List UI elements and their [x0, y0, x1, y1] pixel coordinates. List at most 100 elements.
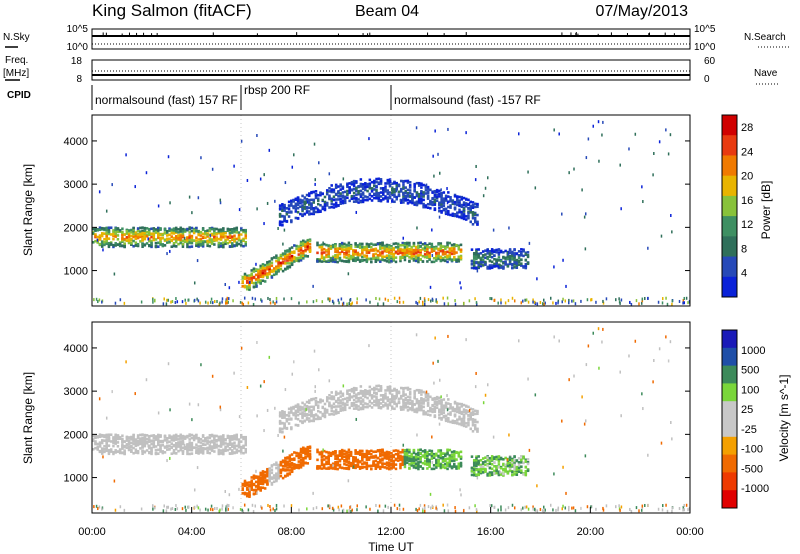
power-cell	[323, 208, 327, 212]
power-cell	[402, 236, 405, 240]
power-cell	[166, 252, 168, 256]
nsky-label: N.Sky	[3, 32, 30, 43]
power-cell	[406, 191, 410, 195]
power-cell	[365, 247, 369, 251]
power-cell	[163, 297, 165, 301]
velocity-cell	[327, 459, 330, 463]
velocity-cell	[103, 434, 106, 437]
velocity-cell	[112, 440, 115, 444]
velocity-cell	[174, 447, 178, 451]
power-cell	[506, 251, 509, 255]
power-cell	[334, 205, 338, 208]
power-cell	[279, 261, 283, 265]
power-cell	[259, 177, 262, 181]
power-cell	[321, 300, 324, 304]
velocity-cell	[303, 407, 307, 411]
power-cell	[426, 260, 429, 263]
power-cell	[460, 210, 464, 214]
power-cell	[395, 188, 398, 191]
power-cell	[107, 245, 111, 249]
power-cell	[370, 249, 373, 252]
velocity-cell	[358, 452, 362, 456]
power-cell	[136, 233, 140, 237]
power-cell	[299, 251, 303, 255]
power-cell	[272, 267, 276, 270]
power-cell	[341, 199, 345, 202]
power-cell	[375, 191, 378, 194]
power-cell	[459, 250, 463, 253]
velocity-cell	[278, 427, 282, 430]
power-cell	[470, 266, 474, 270]
power-cell	[322, 241, 324, 245]
power-cell	[506, 265, 510, 268]
velocity-cell	[370, 467, 373, 471]
power-cell	[206, 242, 209, 246]
power-cell	[359, 185, 363, 188]
power-cell	[348, 189, 351, 192]
velocity-cell	[114, 437, 117, 440]
velocity-cell	[161, 440, 165, 444]
power-cell	[177, 231, 180, 234]
power-cell	[370, 257, 373, 261]
velocity-cell	[412, 448, 416, 452]
power-cell	[460, 286, 462, 290]
power-cell	[316, 241, 319, 245]
power-cell	[312, 212, 316, 216]
velocity-cell	[257, 487, 260, 491]
power-cell	[323, 204, 327, 208]
power-cell	[525, 298, 528, 302]
power-cell	[325, 201, 329, 205]
velocity-cell	[310, 411, 313, 415]
velocity-cell	[314, 401, 318, 405]
power-cell	[398, 300, 401, 304]
power-cell	[134, 234, 138, 238]
velocity-cell	[340, 448, 344, 452]
power-cell	[456, 200, 459, 203]
velocity-cell	[168, 440, 171, 444]
power-cell	[508, 259, 512, 262]
velocity-cell	[228, 435, 232, 438]
power-cell	[290, 204, 293, 207]
power-cell	[345, 260, 348, 263]
power-cell	[152, 300, 154, 304]
power-cell	[469, 220, 472, 224]
power-cell	[157, 245, 160, 248]
velocity-cell	[268, 467, 271, 470]
power-cell	[358, 260, 362, 263]
velocity-cell	[233, 451, 236, 455]
velocity-cell	[372, 455, 375, 458]
power-cell	[532, 298, 534, 302]
power-cell	[350, 194, 354, 198]
power-cell	[666, 302, 669, 306]
velocity-cell	[231, 449, 234, 453]
power-cell	[336, 255, 339, 259]
velocity-cell	[172, 443, 176, 447]
power-cell	[366, 185, 369, 189]
power-cell	[354, 257, 357, 260]
power-cell	[274, 302, 276, 306]
power-cell	[293, 260, 296, 263]
power-cell	[391, 182, 394, 185]
power-cell	[98, 243, 102, 246]
power-cell	[237, 231, 241, 234]
velocity-cell	[199, 451, 203, 454]
velocity-cell	[325, 408, 329, 412]
velocity-cell	[288, 462, 292, 466]
velocity-cell	[275, 472, 278, 476]
velocity-cell	[361, 456, 364, 459]
power-cell	[388, 194, 392, 197]
velocity-cell	[336, 462, 339, 466]
power-cell	[368, 182, 372, 185]
power-cell	[114, 232, 117, 235]
power-cell	[349, 298, 351, 302]
power-cell	[404, 191, 407, 195]
velocity-cell	[268, 479, 271, 483]
velocity-cell	[388, 453, 391, 456]
power-cell	[345, 253, 348, 256]
velocity-cell	[410, 461, 413, 465]
power-cell	[388, 246, 391, 249]
velocity-cell	[337, 392, 340, 395]
power-cell	[221, 300, 223, 304]
velocity-cell	[190, 443, 194, 447]
velocity-cell	[208, 436, 212, 440]
